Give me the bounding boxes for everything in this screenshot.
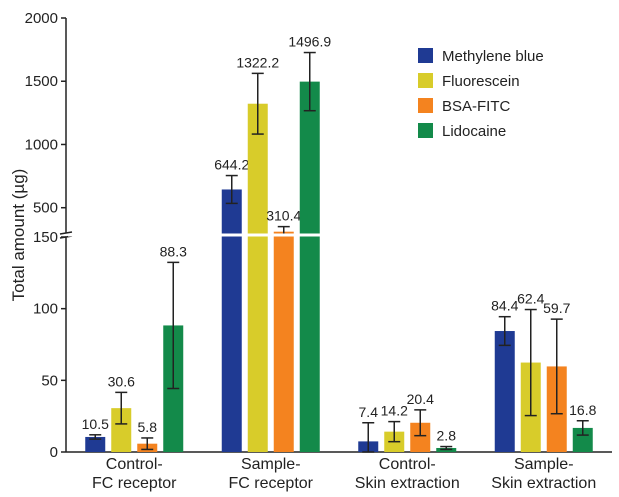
data-label: 20.4 — [407, 391, 434, 407]
legend-swatch — [418, 123, 433, 138]
data-label: 5.8 — [138, 419, 158, 435]
data-label: 1496.9 — [288, 34, 331, 50]
data-label: 14.2 — [381, 403, 408, 419]
legend-label: BSA-FITC — [442, 98, 511, 115]
bar — [221, 189, 242, 453]
y-tick-label: 0 — [50, 444, 58, 461]
x-tick-label: Control- — [379, 456, 436, 473]
data-label: 16.8 — [569, 402, 596, 418]
legend-label: Methylene blue — [442, 48, 544, 65]
data-label: 84.4 — [491, 298, 518, 314]
plot-area: 0 50 100 150 500 1000 1500 2000 10.5 30.6 5.8 88.3 C… — [25, 10, 614, 492]
data-label: 10.5 — [82, 416, 109, 432]
y-tick-label: 1000 — [25, 136, 58, 153]
y-tick-label: 50 — [41, 372, 58, 389]
bar — [572, 427, 593, 452]
y-tick-label: 1500 — [25, 73, 58, 90]
data-label: 88.3 — [160, 243, 187, 259]
axis-break-gap — [68, 233, 614, 237]
x-tick-label: Sample- — [514, 456, 574, 473]
x-tick-label: FC receptor — [229, 475, 314, 492]
x-tick-label: Sample- — [241, 456, 301, 473]
y-tick-label: 100 — [33, 301, 58, 318]
axis-break-mark — [59, 231, 73, 235]
bar — [299, 81, 320, 452]
x-tick-label: Skin extraction — [355, 475, 460, 492]
y-axis-title: Total amount (µg) — [9, 169, 28, 302]
bar — [410, 422, 431, 452]
bar — [273, 231, 294, 452]
y-tick-label: 500 — [33, 200, 58, 217]
data-label: 7.4 — [359, 404, 379, 420]
legend-swatch — [418, 73, 433, 88]
bar — [85, 436, 106, 452]
bar — [494, 331, 515, 452]
legend: Methylene blue Fluorescein BSA-FITC Lidocai… — [418, 48, 544, 140]
x-tick-label: Skin extraction — [491, 475, 596, 492]
data-label: 644.2 — [214, 157, 249, 173]
data-label: 62.4 — [517, 291, 544, 307]
y-tick-label: 150 — [33, 229, 58, 246]
legend-swatch — [418, 48, 433, 63]
x-tick-label: Control- — [106, 456, 163, 473]
data-label: 59.7 — [543, 300, 570, 316]
data-label: 2.8 — [437, 428, 457, 444]
y-tick-label: 2000 — [25, 10, 58, 27]
data-label: 30.6 — [108, 373, 135, 389]
x-tick-label: FC receptor — [92, 475, 177, 492]
legend-swatch — [418, 98, 433, 113]
data-label: 1322.2 — [236, 54, 279, 70]
bar — [247, 103, 268, 452]
data-label: 310.4 — [266, 208, 301, 224]
legend-label: Lidocaine — [442, 123, 506, 140]
bar — [111, 408, 132, 452]
legend-label: Fluorescein — [442, 73, 520, 90]
